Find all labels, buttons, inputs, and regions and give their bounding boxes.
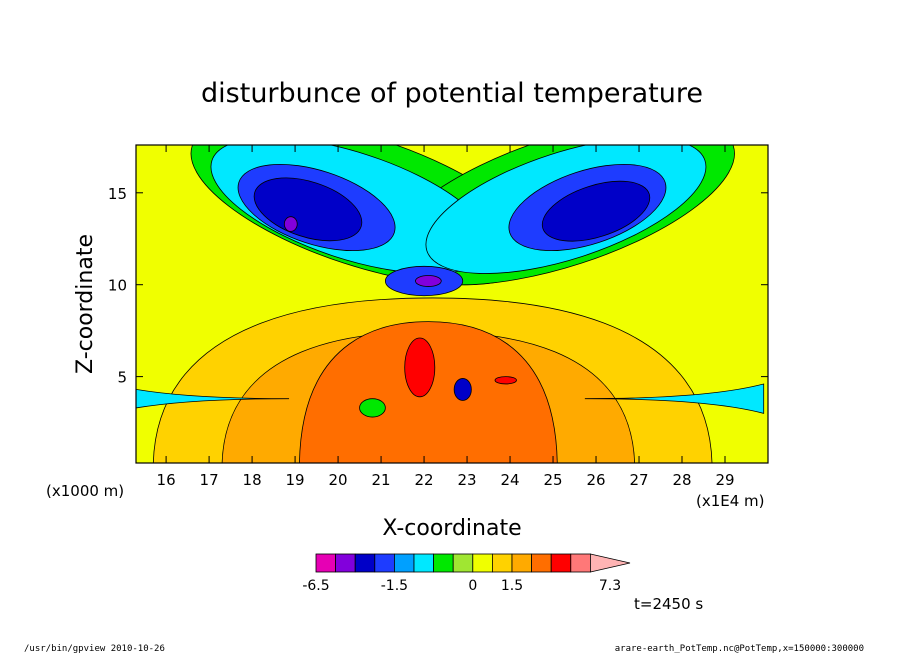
y-tick-label-1: 10	[108, 277, 127, 295]
colorbar-swatch-10	[511, 553, 533, 573]
x-tick-label-3: 19	[286, 471, 305, 489]
colorbar-label-2: 0	[468, 578, 477, 594]
plot-area	[136, 145, 768, 463]
contour-region-19	[453, 378, 472, 401]
colorbar-arrow	[590, 553, 631, 573]
colorbar-swatch-12	[550, 553, 572, 573]
y-units-label: (x1000 m)	[46, 482, 124, 500]
colorbar-swatch-13	[570, 553, 591, 573]
x-tick-label-0: 16	[157, 471, 176, 489]
chart-title: disturbunce of potential temperature	[201, 78, 703, 109]
contour-region-17	[584, 383, 765, 414]
colorbar-swatch-6	[433, 553, 454, 573]
colorbar-swatch-1	[335, 553, 356, 573]
x-tick-label-9: 25	[543, 471, 562, 489]
x-tick-label-11: 27	[629, 471, 648, 489]
x-tick-label-10: 26	[586, 471, 605, 489]
x-tick-label-1: 17	[200, 471, 219, 489]
contour-region-10	[415, 275, 442, 287]
x-tick-label-6: 22	[415, 471, 434, 489]
x-units-label: (x1E4 m)	[696, 492, 765, 510]
footer-source: arare-earth_PotTemp.nc@PotTemp,x=150000:…	[615, 644, 864, 654]
y-tick-label-2: 15	[108, 185, 127, 203]
colorbar-swatch-0	[315, 553, 337, 573]
x-tick-label-12: 28	[672, 471, 691, 489]
x-tick-label-8: 24	[500, 471, 519, 489]
x-tick-label-2: 18	[243, 471, 262, 489]
contour-region-6	[253, 177, 363, 242]
plot-frame	[135, 144, 769, 464]
x-tick-label-7: 23	[458, 471, 477, 489]
colorbar-swatch-2	[354, 553, 376, 573]
colorbar-swatch-8	[472, 553, 493, 573]
colorbar-label-0: -6.5	[302, 578, 329, 594]
contour-region-13	[299, 321, 558, 463]
x-tick-label-4: 20	[329, 471, 348, 489]
colorbar-swatch-4	[393, 553, 415, 573]
colorbar-swatch-9	[491, 553, 513, 573]
y-axis-label: Z-coordinate	[73, 234, 98, 374]
time-label: t=2450 s	[634, 595, 703, 613]
contour-region-8	[283, 216, 298, 232]
colorbar-swatch-5	[413, 553, 435, 573]
colorbar-swatch-11	[531, 553, 552, 573]
x-axis-label: X-coordinate	[382, 516, 521, 541]
x-tick-label-5: 21	[372, 471, 391, 489]
contour-region-18	[359, 398, 386, 418]
x-tick-label-13: 29	[715, 471, 734, 489]
contour-region-15	[494, 376, 517, 385]
colorbar-swatch-7	[452, 553, 474, 573]
colorbar: -6.5 -1.5 0 1.5 7.3	[302, 553, 631, 594]
footer-program: /usr/bin/gpview 2010-10-26	[24, 644, 165, 654]
colorbar-label-1: -1.5	[381, 578, 408, 594]
contour-region-7	[541, 180, 651, 242]
y-axis: 5 10 15	[108, 185, 768, 387]
colorbar-label-3: 1.5	[501, 578, 523, 594]
colorbar-swatch-3	[374, 553, 395, 573]
contour-region-16	[136, 388, 290, 409]
x-axis: 16 17 18 19 20 21 22 23 24 25 26 27 28 29	[157, 145, 735, 489]
contour-region-14	[404, 337, 436, 398]
colorbar-label-4: 7.3	[599, 578, 621, 594]
y-tick-label-0: 5	[117, 369, 127, 387]
